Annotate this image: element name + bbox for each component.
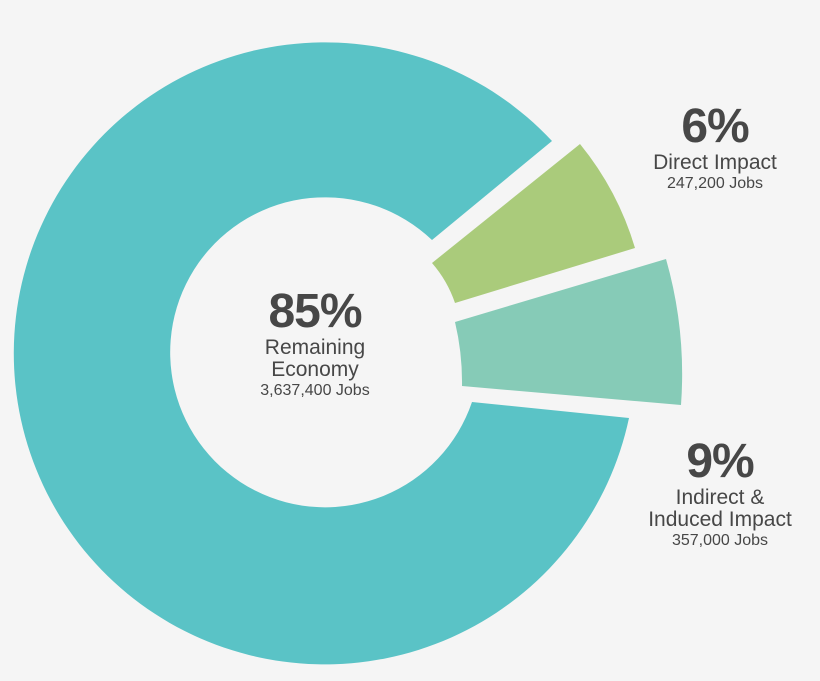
remaining-jobs: 3,637,400 Jobs: [260, 382, 370, 400]
remaining-name-line2: Economy: [271, 358, 359, 382]
label-indirect-induced-impact: 9% Indirect & Induced Impact 357,000 Job…: [620, 435, 820, 550]
indirect-name-line1: Indirect &: [675, 486, 765, 510]
label-direct-impact: 6% Direct Impact 247,200 Jobs: [615, 100, 815, 193]
indirect-percent: 9%: [686, 435, 754, 488]
slice-direct-impact[interactable]: [432, 144, 635, 303]
label-remaining-economy: 85% Remaining Economy 3,637,400 Jobs: [215, 285, 415, 400]
direct-percent: 6%: [681, 100, 749, 153]
remaining-name-line1: Remaining: [264, 336, 366, 360]
direct-jobs: 247,200 Jobs: [666, 175, 764, 193]
direct-name: Direct Impact: [653, 151, 777, 175]
slice-indirect-induced-impact[interactable]: [455, 259, 683, 405]
indirect-jobs: 357,000 Jobs: [671, 532, 769, 550]
remaining-percent: 85%: [268, 285, 362, 338]
slice-remaining-economy[interactable]: [13, 42, 630, 665]
indirect-name-line2: Induced Impact: [648, 508, 792, 532]
